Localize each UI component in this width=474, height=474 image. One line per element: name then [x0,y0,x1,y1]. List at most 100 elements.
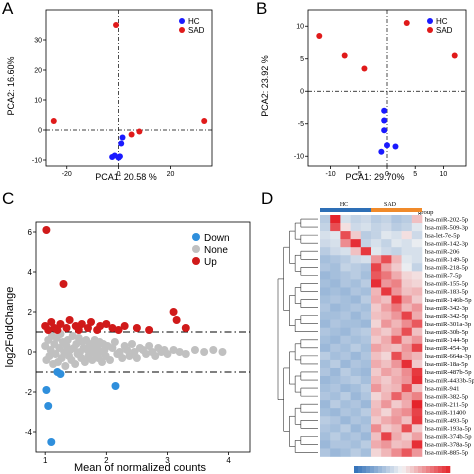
heatmap-cell [340,215,351,224]
heatmap-cell [340,255,351,264]
ma-point-none [41,342,50,350]
heatmap-cell [391,376,402,385]
heatmap-cell [391,215,402,224]
ma-y-tick-label: 6 [28,228,33,237]
heatmap-group-header: group [418,209,434,216]
heatmap-cell [350,255,362,264]
heatmap-cell [320,319,331,328]
heatmap-row-label: hsa-miR-7-5p [425,273,462,280]
heatmap-cell [330,367,341,377]
heatmap-row-label: hsa-miR-382-5p [425,393,469,400]
heatmap-cell [330,287,341,296]
heatmap-cell [340,448,351,457]
heatmap-cell [360,231,372,240]
ma-point-none [108,344,117,352]
heatmap-cell [320,416,331,425]
heatmap-cell [401,384,413,393]
ma-point-down [56,370,65,378]
heatmap-cell [320,440,331,449]
ma-point-none [72,340,81,348]
heatmap-cell [360,440,372,449]
ma-point-none [123,346,132,354]
heatmap-cell [330,319,341,328]
pca-b-xlabel: PCA1: 29.70% [345,172,404,182]
heatmap-cell [340,359,351,369]
heatmap-cell [360,319,372,328]
ma-point-up [181,324,190,332]
heatmap-cell [381,215,392,224]
heatmap-cell [371,367,382,377]
heatmap-row-label: hsa-miR-202-5p [425,216,469,223]
heatmap-cell [411,376,423,385]
heatmap-cell [350,215,362,224]
panel-letter-c: C [2,189,14,208]
heatmap-cell [350,271,362,280]
heatmap-cell [411,215,423,224]
heatmap-cell [381,319,392,328]
heatmap-cell [411,279,423,288]
heatmap-cell [381,279,392,288]
ma-y-tick-label: 4 [28,268,33,277]
heatmap-cell [371,343,382,353]
ma-y-tick-label: -4 [25,428,33,437]
pca-a-point-sad [50,118,57,124]
heatmap-cell [401,359,413,369]
heatmap-cell [381,223,392,232]
ma-plot: Mean of normalized counts log2FoldChange… [4,221,251,474]
heatmap-cell [381,440,392,449]
heatmap-cell [391,343,402,353]
ma-point-none [118,354,127,362]
pca-a-x-tick-label: 0 [117,171,121,178]
heatmap-row-label: hsa-miR-146b-5p [425,297,472,304]
pca-plot-a: PCA1: 20.58 % PCA2: 16.60% HC SAD -20 0 20… [6,9,213,182]
ma-point-none [142,350,151,358]
heatmap-cell [320,343,331,353]
heatmap-color-key-segment [406,466,411,473]
heatmap-row-label: hsa-miR-211-5p [425,401,469,408]
ma-point-none [115,348,124,356]
heatmap-cell [381,271,392,280]
heatmap-cell [340,392,351,401]
heatmap-cell [320,215,331,224]
ma-point-up [169,308,178,316]
heatmap-cell [401,376,413,385]
heatmap-cell [371,448,382,457]
heatmap-cell [350,335,362,345]
heatmap-row-label: hsa-miR-454-3p [425,345,469,352]
heatmap-color-key-segment [394,466,399,473]
heatmap-color-key-segment [390,466,395,473]
heatmap-cell [401,343,413,353]
pca-b-point-sad [341,52,348,59]
heatmap-cell [320,271,331,280]
heatmap-color-key-segment [358,466,363,473]
heatmap-cell [371,319,382,328]
heatmap-cell [391,311,402,320]
heatmap-cell [371,408,382,417]
heatmap-cell [360,384,372,393]
ma-point-down [47,438,56,446]
legend-swatch-sad [427,27,433,33]
heatmap-cell [340,384,351,393]
pca-a-y-tick-label: 10 [34,97,42,104]
pca-b-point-hc [392,143,399,150]
ma-point-down [42,386,51,394]
heatmap-cell [350,287,362,296]
ma-point-none [127,340,136,348]
heatmap-cell [320,392,331,401]
heatmap-cell [381,400,392,409]
ma-point-none [88,356,97,364]
heatmap-cell [340,263,351,272]
heatmap-row-label: hsa-miR-183-5p [425,289,469,296]
heatmap-cell [391,247,402,256]
heatmap-row-label: hsa-miR-342-5p [425,313,469,320]
heatmap-cell [401,408,413,417]
heatmap-cell [350,384,362,393]
heatmap-cell [330,215,341,224]
heatmap-cell [330,247,341,256]
ma-point-up [102,320,111,328]
heatmap-cell [401,311,413,320]
heatmap-cell [340,231,351,240]
heatmap-cell [350,239,362,248]
heatmap-cell [320,335,331,345]
heatmap-cell [320,376,331,385]
